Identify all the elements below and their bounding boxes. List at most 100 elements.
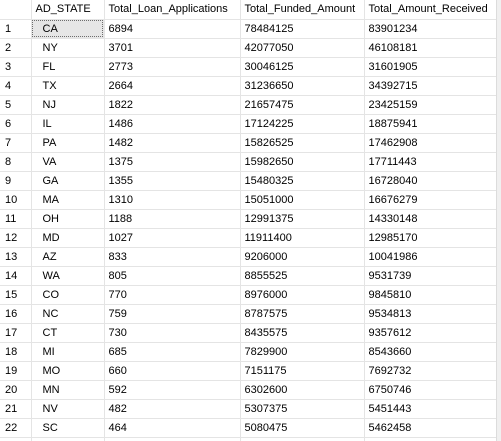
cell-total-amount-received[interactable]: 31601905 [364,57,497,77]
cell-total-loan-applications[interactable]: 1482 [104,133,241,153]
cell-ad-state[interactable]: GA [31,171,105,191]
cell-total-amount-received[interactable]: 16676279 [364,190,497,210]
table-row[interactable]: 20 MN 592 6302600 6750746 [0,380,497,400]
cell-total-funded-amount[interactable]: 21657475 [240,95,365,115]
cell-ad-state[interactable]: CT [31,323,105,343]
cell-ad-state[interactable]: MO [31,361,105,381]
cell-ad-state[interactable]: MN [31,380,105,400]
cell-total-loan-applications[interactable]: 1375 [104,152,241,172]
cell-total-amount-received[interactable]: 16728040 [364,171,497,191]
row-number[interactable]: 6 [0,114,32,134]
cell-total-loan-applications[interactable]: 685 [104,342,241,362]
table-row[interactable]: 11 OH 1188 12991375 14330148 [0,209,497,229]
cell-total-amount-received[interactable]: 6750746 [364,380,497,400]
cell-total-funded-amount[interactable]: 15480325 [240,171,365,191]
cell-total-loan-applications[interactable]: 1027 [104,228,241,248]
cell-ad-state[interactable]: MA [31,190,105,210]
table-row[interactable]: 3 FL 2773 30046125 31601905 [0,57,497,77]
cell-ad-state[interactable]: NC [31,304,105,324]
vertical-scrollbar[interactable] [496,0,501,441]
cell-ad-state[interactable]: NY [31,38,105,58]
cell-total-funded-amount[interactable]: 5080475 [240,418,365,438]
row-number[interactable]: 2 [0,38,32,58]
row-number[interactable]: 18 [0,342,32,362]
row-number[interactable]: 20 [0,380,32,400]
cell-ad-state[interactable]: FL [31,57,105,77]
cell-ad-state[interactable]: AZ [31,247,105,267]
cell-total-funded-amount[interactable]: 7829900 [240,342,365,362]
table-row[interactable]: 7 PA 1482 15826525 17462908 [0,133,497,153]
cell-total-funded-amount[interactable]: 78484125 [240,19,365,39]
cell-total-amount-received[interactable]: 5462458 [364,418,497,438]
cell-total-loan-applications[interactable]: 833 [104,247,241,267]
cell-total-amount-received[interactable]: 14330148 [364,209,497,229]
row-number[interactable]: 7 [0,133,32,153]
cell-ad-state[interactable]: SC [31,418,105,438]
cell-total-amount-received[interactable]: 9534813 [364,304,497,324]
cell-total-loan-applications[interactable]: 2664 [104,76,241,96]
row-number[interactable]: 12 [0,228,32,248]
cell-total-amount-received[interactable]: 23425159 [364,95,497,115]
column-header-ad-state[interactable]: AD_STATE [31,0,105,20]
table-row[interactable]: 5 NJ 1822 21657475 23425159 [0,95,497,115]
cell-total-loan-applications[interactable]: 759 [104,304,241,324]
cell-ad-state[interactable]: PA [31,133,105,153]
table-row[interactable]: 13 AZ 833 9206000 10041986 [0,247,497,267]
column-header-total-funded-amount[interactable]: Total_Funded_Amount [240,0,365,20]
cell-total-amount-received[interactable]: 46108181 [364,38,497,58]
row-number[interactable]: 3 [0,57,32,77]
cell-ad-state[interactable]: CO [31,285,105,305]
cell-total-amount-received[interactable]: 18875941 [364,114,497,134]
cell-total-loan-applications[interactable]: 482 [104,399,241,419]
cell-total-loan-applications[interactable]: 1822 [104,95,241,115]
cell-total-funded-amount[interactable]: 15051000 [240,190,365,210]
row-number[interactable]: 16 [0,304,32,324]
cell-total-loan-applications[interactable]: 660 [104,361,241,381]
table-row[interactable]: 22 SC 464 5080475 5462458 [0,418,497,438]
cell-total-funded-amount[interactable]: 42077050 [240,38,365,58]
cell-total-funded-amount[interactable]: 12991375 [240,209,365,229]
cell-total-funded-amount[interactable]: 8855525 [240,266,365,286]
table-row[interactable]: 2 NY 3701 42077050 46108181 [0,38,497,58]
cell-total-loan-applications[interactable]: 3701 [104,38,241,58]
row-number[interactable]: 5 [0,95,32,115]
cell-total-amount-received[interactable]: 12985170 [364,228,497,248]
cell-total-funded-amount[interactable]: 8976000 [240,285,365,305]
table-row[interactable]: 9 GA 1355 15480325 16728040 [0,171,497,191]
cell-total-loan-applications[interactable]: 1310 [104,190,241,210]
row-number[interactable]: 4 [0,76,32,96]
cell-total-amount-received[interactable]: 10041986 [364,247,497,267]
row-number[interactable]: 15 [0,285,32,305]
row-number[interactable]: 14 [0,266,32,286]
table-row[interactable]: 15 CO 770 8976000 9845810 [0,285,497,305]
cell-total-funded-amount[interactable]: 15982650 [240,152,365,172]
cell-total-loan-applications[interactable]: 770 [104,285,241,305]
table-row[interactable]: 1 CA 6894 78484125 83901234 [0,19,497,39]
column-header-total-loan-applications[interactable]: Total_Loan_Applications [104,0,241,20]
cell-total-funded-amount[interactable]: 6302600 [240,380,365,400]
cell-total-loan-applications[interactable]: 805 [104,266,241,286]
cell-total-loan-applications[interactable]: 592 [104,380,241,400]
row-number[interactable]: 10 [0,190,32,210]
cell-total-amount-received[interactable]: 7692732 [364,361,497,381]
table-row[interactable]: 6 IL 1486 17124225 18875941 [0,114,497,134]
cell-total-funded-amount[interactable]: 30046125 [240,57,365,77]
cell-total-loan-applications[interactable]: 6894 [104,19,241,39]
table-row[interactable]: 17 CT 730 8435575 9357612 [0,323,497,343]
cell-total-loan-applications[interactable]: 1486 [104,114,241,134]
row-number[interactable]: 19 [0,361,32,381]
cell-total-funded-amount[interactable]: 9206000 [240,247,365,267]
cell-ad-state[interactable]: MI [31,342,105,362]
row-number[interactable]: 13 [0,247,32,267]
row-number[interactable]: 21 [0,399,32,419]
row-number[interactable]: 1 [0,19,32,39]
table-row[interactable]: 12 MD 1027 11911400 12985170 [0,228,497,248]
table-row[interactable]: 4 TX 2664 31236650 34392715 [0,76,497,96]
table-row[interactable]: 21 NV 482 5307375 5451443 [0,399,497,419]
table-row[interactable]: 18 MI 685 7829900 8543660 [0,342,497,362]
column-header-total-amount-received[interactable]: Total_Amount_Received [364,0,497,20]
cell-total-amount-received[interactable]: 34392715 [364,76,497,96]
table-row[interactable]: 10 MA 1310 15051000 16676279 [0,190,497,210]
cell-total-funded-amount[interactable]: 5307375 [240,399,365,419]
